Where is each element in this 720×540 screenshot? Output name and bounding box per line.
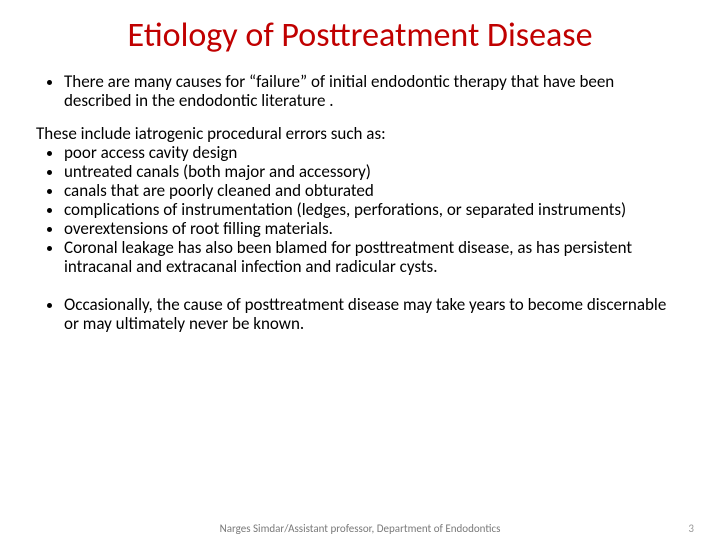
list-item: complications of instrumentation (ledges… (64, 200, 684, 219)
page-number: 3 (688, 522, 694, 535)
spacer (36, 277, 684, 295)
list-item: overextensions of root filling materials… (64, 219, 684, 238)
bullet-list: poor access cavity design untreated cana… (36, 143, 684, 276)
list-item: canals that are poorly cleaned and obtur… (64, 181, 684, 200)
intro-bullet: There are many causes for “failure” of i… (64, 72, 684, 110)
intro-list: There are many causes for “failure” of i… (36, 72, 684, 110)
final-list: Occasionally, the cause of posttreatment… (36, 295, 684, 333)
list-item: Coronal leakage has also been blamed for… (64, 238, 684, 276)
list-item: poor access cavity design (64, 143, 684, 162)
slide: Etiology of Posttreatment Disease There … (0, 0, 720, 540)
final-bullet: Occasionally, the cause of posttreatment… (64, 295, 684, 333)
list-item: untreated canals (both major and accesso… (64, 162, 684, 181)
slide-title: Etiology of Posttreatment Disease (36, 18, 684, 54)
lead-text: These include iatrogenic procedural erro… (36, 124, 684, 144)
footer-credit: Narges Simdar/Assistant professor, Depar… (220, 522, 501, 535)
